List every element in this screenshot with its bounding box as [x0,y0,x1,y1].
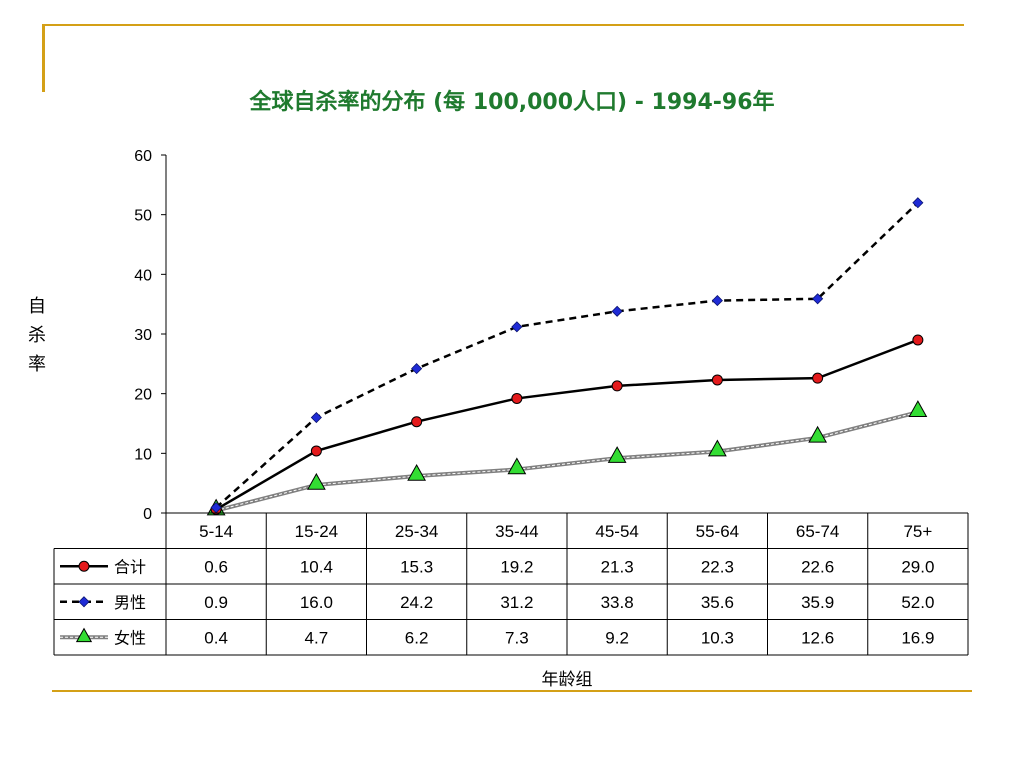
y-tick-label: 60 [134,148,152,165]
y-tick-label: 30 [134,327,152,344]
y-tick-label: 20 [134,387,152,404]
legend-label-男性: 男性 [114,593,146,612]
data-label-合计: 15.3 [400,557,433,576]
decorative-rule-top [42,24,964,26]
data-label-女性: 9.2 [605,628,629,647]
data-point-女性-45-54 [607,446,627,463]
chart-title: 全球自杀率的分布 (每 100,000人口) - 1994-96年 [249,90,775,115]
x-tick-label: 35-44 [495,522,538,541]
legend-marker-女性 [75,627,93,643]
data-point-合计-15-24 [310,445,322,457]
data-point-合计-55-64 [711,374,723,386]
data-label-合计: 19.2 [500,557,533,576]
data-label-女性: 7.3 [505,628,529,647]
data-point-女性-15-24 [306,472,326,490]
y-tick-label: 50 [134,208,152,225]
legend-label-女性: 女性 [114,628,146,647]
data-label-男性: 35.9 [801,593,834,612]
data-point-合计-75+ [912,334,924,346]
legend-marker-男性 [78,596,90,608]
data-point-合计-65-74 [812,372,824,384]
data-point-女性-35-44 [507,457,527,475]
data-label-男性: 0.9 [204,593,228,612]
y-tick-labels: 0 10 20 30 40 50 60 [134,148,152,523]
data-point-女性-75+ [908,400,928,417]
data-label-合计: 21.3 [601,557,634,576]
x-tick-label: 45-54 [595,522,638,541]
data-label-男性: 33.8 [601,593,634,612]
data-point-合计-45-54 [611,380,623,392]
x-tick-label: 55-64 [696,522,739,541]
data-point-女性-25-34 [407,463,427,481]
y-tick-label: 10 [134,446,152,463]
legend-marker-合计 [78,560,90,572]
decorative-rule-vertical [42,24,45,92]
series-line-合计 [215,338,919,511]
data-label-合计: 29.0 [901,557,934,576]
y-tick-label: 40 [134,267,152,284]
data-point-男性-35-44 [511,321,523,333]
x-tick-label: 5-14 [199,522,233,541]
data-label-合计: 22.3 [701,557,734,576]
data-label-男性: 52.0 [901,593,934,612]
data-point-女性-65-74 [808,425,828,443]
series-line-男性 [215,201,919,509]
y-tick-label: 0 [143,506,152,523]
data-point-男性-55-64 [711,295,723,307]
x-axis-label: 年龄组 [542,670,593,690]
data-label-女性: 16.9 [901,628,934,647]
data-point-男性-25-34 [411,363,423,375]
series-lines [215,201,919,513]
series-markers [206,197,928,516]
data-point-女性-55-64 [707,439,727,457]
series-line-女性 [215,410,919,513]
legend-label-合计: 合计 [114,557,146,576]
x-tick-label: 15-24 [295,522,338,541]
data-point-合计-25-34 [411,416,423,428]
x-tick-label: 65-74 [796,522,839,541]
data-label-合计: 10.4 [300,557,333,576]
data-label-男性: 31.2 [500,593,533,612]
axes [161,154,167,514]
data-label-女性: 0.4 [204,628,228,647]
data-point-男性-15-24 [310,411,322,424]
data-label-合计: 0.6 [204,557,228,576]
data-label-合计: 22.6 [801,557,834,576]
data-label-男性: 16.0 [300,593,333,612]
data-table: 5-14 15-24 25-34 35-44 45-54 55-64 65-74 75+ 合计 0… [53,512,969,656]
data-point-合计-35-44 [511,392,523,404]
data-label-女性: 4.7 [305,628,329,647]
data-point-男性-45-54 [611,305,623,317]
data-point-男性-65-74 [812,293,824,305]
decorative-rule-bottom [52,690,972,692]
x-tick-label: 25-34 [395,522,438,541]
x-tick-label: 75+ [903,522,932,541]
y-axis-label: 自杀率 [28,296,46,375]
data-label-女性: 10.3 [701,628,734,647]
data-label-女性: 12.6 [801,628,834,647]
data-point-男性-75+ [912,197,924,209]
data-label-男性: 35.6 [701,593,734,612]
data-label-女性: 6.2 [405,628,429,647]
series-line-highlight-女性 [216,411,918,512]
data-label-男性: 24.2 [400,593,433,612]
